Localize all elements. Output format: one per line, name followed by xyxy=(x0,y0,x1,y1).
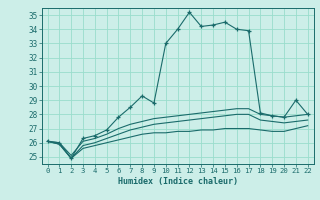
X-axis label: Humidex (Indice chaleur): Humidex (Indice chaleur) xyxy=(118,177,237,186)
